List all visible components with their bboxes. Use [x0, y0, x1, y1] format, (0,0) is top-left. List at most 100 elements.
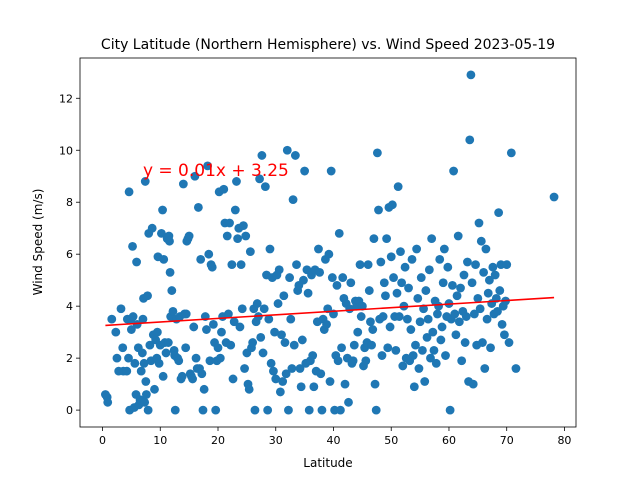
- data-point: [137, 348, 147, 358]
- data-point: [396, 247, 405, 256]
- data-point: [168, 306, 178, 316]
- data-point: [481, 244, 491, 254]
- data-point: [367, 340, 376, 350]
- data-point: [139, 358, 149, 368]
- data-point: [424, 265, 434, 275]
- x-tick-label: 10: [153, 434, 167, 447]
- data-point: [490, 270, 500, 280]
- data-point: [504, 338, 514, 347]
- data-point: [250, 405, 260, 415]
- data-point: [116, 304, 126, 314]
- data-point: [282, 145, 292, 155]
- data-point: [170, 405, 180, 415]
- data-point: [181, 343, 191, 353]
- data-point: [370, 379, 380, 389]
- data-point: [480, 364, 490, 373]
- data-point: [255, 174, 264, 184]
- data-point: [239, 221, 248, 231]
- data-point: [338, 273, 348, 282]
- data-point: [273, 299, 283, 308]
- data-point: [327, 273, 337, 282]
- data-point: [445, 405, 455, 415]
- x-tick-label: 20: [211, 434, 225, 447]
- data-point: [165, 236, 174, 246]
- data-point: [317, 405, 327, 415]
- data-point: [161, 348, 171, 358]
- data-point: [334, 229, 344, 238]
- data-point: [414, 364, 424, 373]
- data-point: [228, 374, 238, 384]
- data-point: [378, 312, 388, 321]
- data-point: [387, 200, 397, 210]
- data-point: [460, 338, 470, 347]
- data-point: [449, 166, 458, 176]
- data-point: [314, 244, 323, 254]
- data-point: [439, 244, 449, 254]
- data-point: [112, 353, 122, 363]
- x-tick-label: 40: [326, 434, 340, 447]
- data-point: [288, 195, 298, 205]
- y-tick-label: 10: [59, 144, 73, 157]
- data-point: [474, 218, 484, 228]
- data-point: [434, 301, 443, 311]
- data-point: [427, 234, 437, 244]
- data-point: [402, 314, 412, 324]
- data-point: [211, 405, 221, 415]
- x-tick-label: 80: [557, 434, 571, 447]
- data-point: [167, 286, 177, 295]
- data-point: [152, 327, 162, 337]
- data-point: [429, 345, 439, 355]
- data-point: [107, 314, 117, 324]
- data-point: [409, 382, 419, 392]
- data-point: [495, 286, 505, 295]
- data-point: [219, 184, 229, 194]
- data-point: [150, 384, 159, 394]
- data-point: [457, 356, 467, 366]
- data-point: [451, 330, 461, 340]
- data-point: [147, 223, 157, 233]
- data-point: [356, 312, 366, 321]
- data-point: [130, 358, 140, 368]
- data-point: [450, 309, 460, 319]
- data-point: [259, 304, 269, 314]
- data-point: [337, 343, 346, 353]
- data-point: [398, 361, 408, 371]
- x-axis-label: Latitude: [303, 456, 352, 470]
- data-point: [197, 369, 207, 379]
- data-point: [423, 314, 433, 324]
- data-point: [165, 267, 175, 277]
- data-point: [376, 257, 386, 267]
- data-point: [411, 340, 420, 350]
- data-point: [141, 377, 151, 386]
- data-point: [271, 374, 281, 384]
- x-tick-label: 30: [269, 434, 283, 447]
- data-point: [379, 278, 389, 288]
- data-point: [493, 306, 502, 316]
- data-point: [260, 182, 270, 192]
- data-point: [355, 260, 365, 269]
- data-point: [357, 301, 367, 311]
- data-point: [416, 273, 426, 282]
- data-point: [199, 384, 209, 394]
- data-point: [436, 335, 446, 345]
- data-point: [374, 205, 383, 215]
- data-point: [391, 345, 401, 355]
- data-point: [138, 314, 148, 324]
- data-point: [497, 319, 507, 329]
- data-point: [422, 332, 432, 342]
- data-point: [240, 364, 249, 373]
- regression-line: [105, 296, 555, 327]
- data-point: [479, 267, 489, 277]
- data-point: [325, 377, 335, 386]
- data-point: [111, 327, 121, 337]
- regression-equation: y = 0.01x + 3.25: [143, 161, 289, 181]
- chart-title: City Latitude (Northern Hemisphere) vs. …: [101, 37, 555, 53]
- data-point: [413, 293, 423, 303]
- data-point: [132, 257, 141, 267]
- y-tick-label: 0: [66, 404, 73, 417]
- data-point: [461, 312, 471, 321]
- data-point: [371, 405, 381, 415]
- data-point: [126, 325, 136, 334]
- data-point: [364, 286, 374, 295]
- data-point: [437, 322, 447, 332]
